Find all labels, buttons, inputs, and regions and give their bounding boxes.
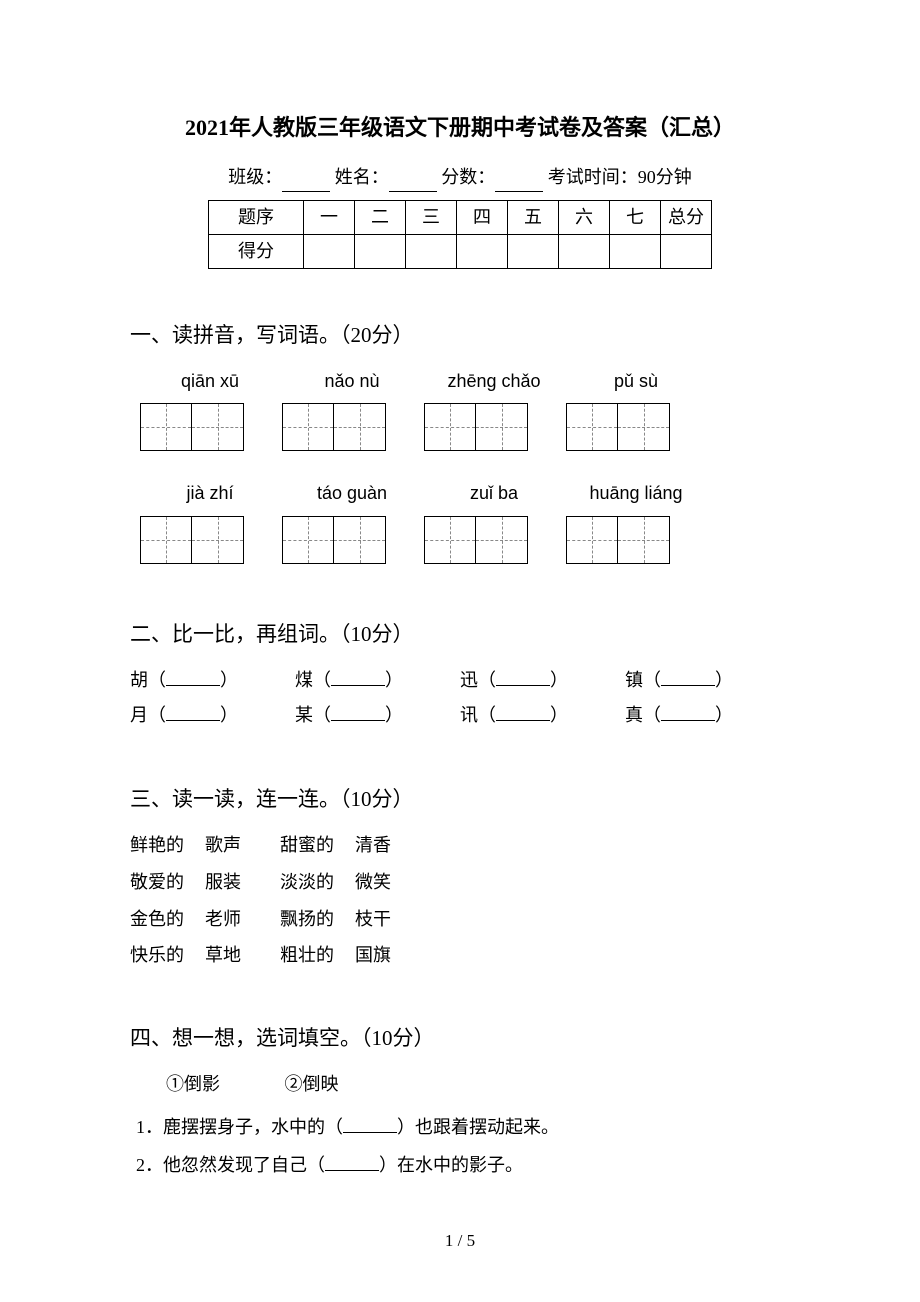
score-table-col: 五 (508, 200, 559, 234)
name-label: 姓名： (335, 167, 389, 187)
time-label: 考试时间：90分钟 (548, 167, 692, 187)
score-table-col: 七 (610, 200, 661, 234)
score-table-col: 六 (559, 200, 610, 234)
score-table-score-label: 得分 (209, 234, 304, 268)
score-cell[interactable] (559, 234, 610, 268)
q3-cell: 甜蜜的 (280, 831, 355, 860)
pinyin-row-2: jià zhí táo guàn zuǐ ba huāng liáng (160, 479, 790, 508)
q2-blank[interactable] (331, 685, 385, 686)
q4-blank[interactable] (325, 1170, 379, 1171)
class-label: 班级： (228, 167, 282, 187)
page-number: 1 / 5 (0, 1227, 920, 1254)
q3-cell: 微笑 (355, 868, 430, 897)
char-box-pair[interactable] (424, 516, 528, 564)
document-title: 2021年人教版三年级语文下册期中考试卷及答案（汇总） (130, 110, 790, 145)
q3-cell: 歌声 (205, 831, 280, 860)
q2-item: 迅（） (460, 666, 625, 695)
q3-cell: 国旗 (355, 941, 430, 970)
section-2: 二、比一比，再组词。（10分） 胡（） 煤（） 迅（） 镇（） 月（） 某（） … (130, 618, 790, 729)
section-3-heading: 三、读一读，连一连。（10分） (130, 783, 790, 817)
q4-options: ①倒影 ②倒映 (166, 1070, 790, 1099)
q4-question-1: 1．鹿摆摆身子，水中的（）也跟着摆动起来。 (136, 1113, 790, 1142)
section-1-heading: 一、读拼音，写词语。（20分） (130, 319, 790, 353)
class-blank[interactable] (282, 174, 330, 192)
q3-cell: 清香 (355, 831, 430, 860)
section-3: 三、读一读，连一连。（10分） 鲜艳的 歌声 甜蜜的 清香 敬爱的 服装 淡淡的… (130, 783, 790, 970)
pinyin-label: qiān xū (160, 367, 260, 396)
char-box-row-2 (140, 516, 790, 564)
q3-cell: 敬爱的 (130, 868, 205, 897)
section-1: 一、读拼音，写词语。（20分） qiān xū nǎo nù zhēng chǎ… (130, 319, 790, 564)
q4-blank[interactable] (343, 1132, 397, 1133)
q2-item: 月（） (130, 701, 295, 730)
q4-question-2: 2．他忽然发现了自己（）在水中的影子。 (136, 1151, 790, 1180)
pinyin-label: táo guàn (302, 479, 402, 508)
q2-blank[interactable] (166, 720, 220, 721)
q3-cell: 老师 (205, 905, 280, 934)
q2-item: 煤（） (295, 666, 460, 695)
score-cell[interactable] (304, 234, 355, 268)
q3-cell: 飘扬的 (280, 905, 355, 934)
score-cell[interactable] (508, 234, 559, 268)
q2-item: 胡（） (130, 666, 295, 695)
score-cell[interactable] (406, 234, 457, 268)
char-box-pair[interactable] (140, 516, 244, 564)
score-label: 分数： (441, 167, 495, 187)
q2-item: 镇（） (625, 666, 790, 695)
char-box-pair[interactable] (424, 403, 528, 451)
q3-cell: 粗壮的 (280, 941, 355, 970)
pinyin-label: pǔ sù (586, 367, 686, 396)
section-4-heading: 四、想一想，选词填空。（10分） (130, 1022, 790, 1056)
score-table-header-label: 题序 (209, 200, 304, 234)
char-box-row-1 (140, 403, 790, 451)
pinyin-label: jià zhí (160, 479, 260, 508)
score-table-col: 一 (304, 200, 355, 234)
section-4: 四、想一想，选词填空。（10分） ①倒影 ②倒映 1．鹿摆摆身子，水中的（）也跟… (130, 1022, 790, 1180)
score-table: 题序 一 二 三 四 五 六 七 总分 得分 (208, 200, 712, 269)
score-cell[interactable] (457, 234, 508, 268)
q2-blank[interactable] (661, 720, 715, 721)
q4-option-1: ①倒影 (166, 1074, 220, 1094)
q2-blank[interactable] (331, 720, 385, 721)
pinyin-label: zhēng chǎo (444, 367, 544, 396)
q3-cell: 快乐的 (130, 941, 205, 970)
char-box-pair[interactable] (566, 516, 670, 564)
q3-cell: 枝干 (355, 905, 430, 934)
pinyin-label: nǎo nù (302, 367, 402, 396)
char-box-pair[interactable] (282, 516, 386, 564)
pinyin-label: zuǐ ba (444, 479, 544, 508)
score-blank[interactable] (495, 174, 543, 192)
q2-blank[interactable] (661, 685, 715, 686)
q2-item: 真（） (625, 701, 790, 730)
q2-item: 讯（） (460, 701, 625, 730)
char-box-pair[interactable] (566, 403, 670, 451)
char-box-pair[interactable] (282, 403, 386, 451)
q3-cell: 淡淡的 (280, 868, 355, 897)
q2-blank[interactable] (166, 685, 220, 686)
q2-blank[interactable] (496, 720, 550, 721)
char-box-pair[interactable] (140, 403, 244, 451)
q3-cell: 草地 (205, 941, 280, 970)
student-info-line: 班级： 姓名： 分数： 考试时间：90分钟 (130, 163, 790, 192)
pinyin-row-1: qiān xū nǎo nù zhēng chǎo pǔ sù (160, 367, 790, 396)
q4-option-2: ②倒映 (285, 1074, 339, 1094)
q2-grid: 胡（） 煤（） 迅（） 镇（） 月（） 某（） 讯（） 真（） (130, 666, 790, 730)
q3-cell: 鲜艳的 (130, 831, 205, 860)
score-cell[interactable] (661, 234, 712, 268)
score-cell[interactable] (355, 234, 406, 268)
name-blank[interactable] (389, 174, 437, 192)
q3-cell: 服装 (205, 868, 280, 897)
q3-cell: 金色的 (130, 905, 205, 934)
score-table-col: 三 (406, 200, 457, 234)
score-table-col: 四 (457, 200, 508, 234)
q2-item: 某（） (295, 701, 460, 730)
q3-grid: 鲜艳的 歌声 甜蜜的 清香 敬爱的 服装 淡淡的 微笑 金色的 老师 飘扬的 枝… (130, 831, 790, 970)
score-table-col: 二 (355, 200, 406, 234)
q2-blank[interactable] (496, 685, 550, 686)
score-cell[interactable] (610, 234, 661, 268)
pinyin-label: huāng liáng (586, 479, 686, 508)
section-2-heading: 二、比一比，再组词。（10分） (130, 618, 790, 652)
score-table-col: 总分 (661, 200, 712, 234)
